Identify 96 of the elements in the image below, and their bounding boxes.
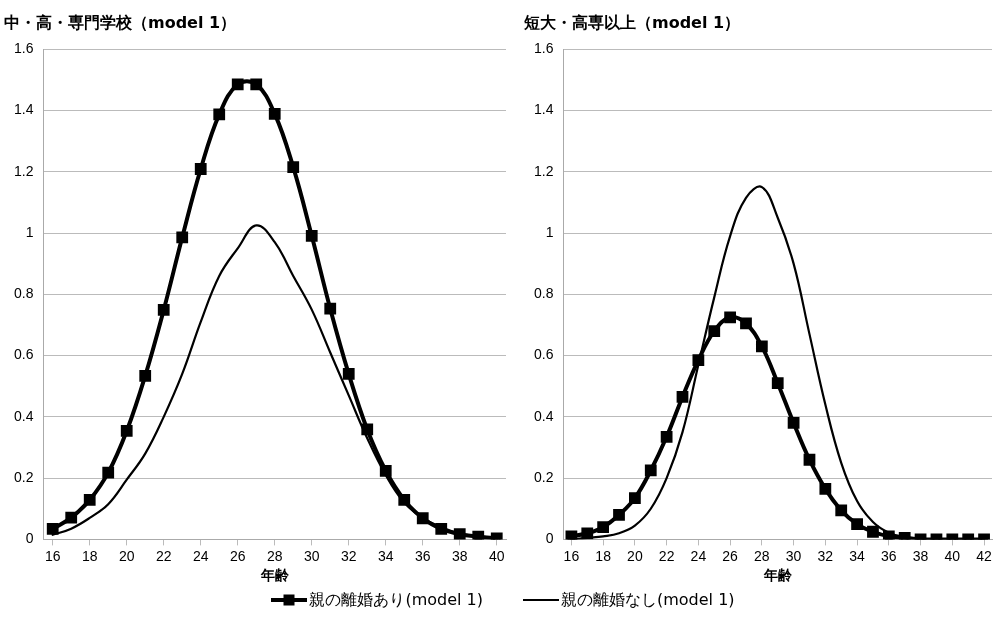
point (676, 391, 689, 403)
point (435, 523, 448, 535)
point (835, 504, 848, 517)
x-axis-title: 年齢 (259, 567, 290, 584)
point (851, 518, 863, 530)
point (819, 482, 832, 495)
point (194, 163, 207, 175)
point (472, 530, 485, 540)
legend-label: 親の離婚あり(model 1) (309, 589, 483, 611)
x-tick-label: 42 (976, 547, 993, 564)
x-tick-label: 40 (488, 547, 505, 564)
point (342, 368, 355, 380)
point (231, 78, 244, 91)
x-tick-label: 28 (754, 547, 770, 564)
point (581, 527, 594, 540)
x-tick-label: 24 (192, 547, 209, 564)
x-tick-label: 36 (881, 547, 897, 564)
point (157, 304, 170, 316)
point (324, 302, 337, 315)
point (361, 423, 374, 436)
point (660, 430, 673, 443)
point (882, 530, 895, 540)
point (305, 229, 318, 242)
point (803, 453, 816, 466)
legend-label: 親の離婚なし(model 1) (561, 589, 735, 611)
x-tick-label: 28 (266, 547, 283, 564)
y-tick-label: 0 (25, 530, 34, 547)
y-tick-label: 1.6 (13, 40, 34, 57)
x-tick-label: 26 (722, 547, 739, 564)
point (250, 78, 263, 91)
y-tick-label: 0.6 (533, 346, 554, 363)
chart-title: 短大・高専以上（model 1） (523, 12, 741, 32)
point (379, 464, 392, 477)
x-tick-label: 22 (155, 547, 172, 564)
x-tick-label: 40 (944, 547, 961, 564)
x-tick-label: 16 (563, 547, 580, 564)
point (176, 231, 189, 244)
point (453, 528, 466, 540)
x-tick-label: 18 (81, 547, 98, 564)
x-tick-label: 24 (690, 547, 707, 564)
point (708, 325, 721, 337)
point (692, 354, 705, 367)
point (268, 107, 281, 120)
y-tick-label: 1.4 (13, 101, 34, 118)
y-tick-label: 0.8 (13, 285, 34, 302)
x-tick-label: 38 (451, 547, 468, 564)
x-axis-title: 年齢 (762, 567, 793, 584)
x-tick-label: 32 (817, 547, 834, 564)
point (398, 493, 411, 506)
point (755, 340, 768, 353)
x-tick-label: 34 (377, 547, 394, 564)
x-tick-label: 30 (785, 547, 802, 564)
point (46, 523, 59, 535)
y-tick-label: 0 (545, 530, 554, 547)
y-tick-label: 1.4 (533, 101, 554, 118)
y-tick-label: 1.2 (13, 162, 34, 179)
y-tick-label: 0.6 (13, 346, 34, 363)
x-tick-label: 20 (118, 547, 135, 564)
point (120, 425, 133, 437)
x-tick-label: 20 (627, 547, 643, 564)
point (213, 108, 226, 121)
point (139, 369, 152, 382)
y-tick-label: 0.4 (533, 407, 554, 424)
x-tick-label: 32 (340, 547, 357, 564)
x-tick-label: 34 (849, 547, 866, 564)
point (644, 464, 657, 477)
point (724, 311, 737, 324)
point (65, 511, 78, 524)
point (787, 417, 800, 429)
point (740, 317, 752, 330)
point (287, 161, 300, 174)
y-tick-label: 0.2 (13, 468, 34, 485)
point (416, 512, 429, 525)
point (867, 525, 879, 538)
y-tick-label: 1 (545, 223, 554, 240)
point (597, 521, 610, 534)
x-tick-label: 30 (303, 547, 320, 564)
y-tick-label: 1.6 (533, 40, 554, 57)
point (83, 493, 96, 506)
x-tick-label: 18 (595, 547, 612, 564)
point (565, 530, 578, 540)
y-tick-label: 0.2 (533, 468, 554, 485)
y-tick-label: 1 (25, 223, 34, 240)
y-tick-label: 1.2 (533, 162, 554, 179)
x-tick-label: 36 (414, 547, 431, 564)
point (629, 492, 641, 504)
x-tick-label: 22 (658, 547, 675, 564)
x-tick-label: 26 (229, 547, 246, 564)
x-tick-label: 38 (912, 547, 929, 564)
point (771, 377, 784, 390)
point (102, 466, 115, 479)
y-tick-label: 0.4 (13, 407, 34, 424)
x-tick-label: 16 (44, 547, 61, 564)
point (613, 509, 625, 521)
chart-title: 中・高・専門学校（model 1） (4, 12, 237, 32)
y-tick-label: 0.8 (533, 285, 554, 302)
